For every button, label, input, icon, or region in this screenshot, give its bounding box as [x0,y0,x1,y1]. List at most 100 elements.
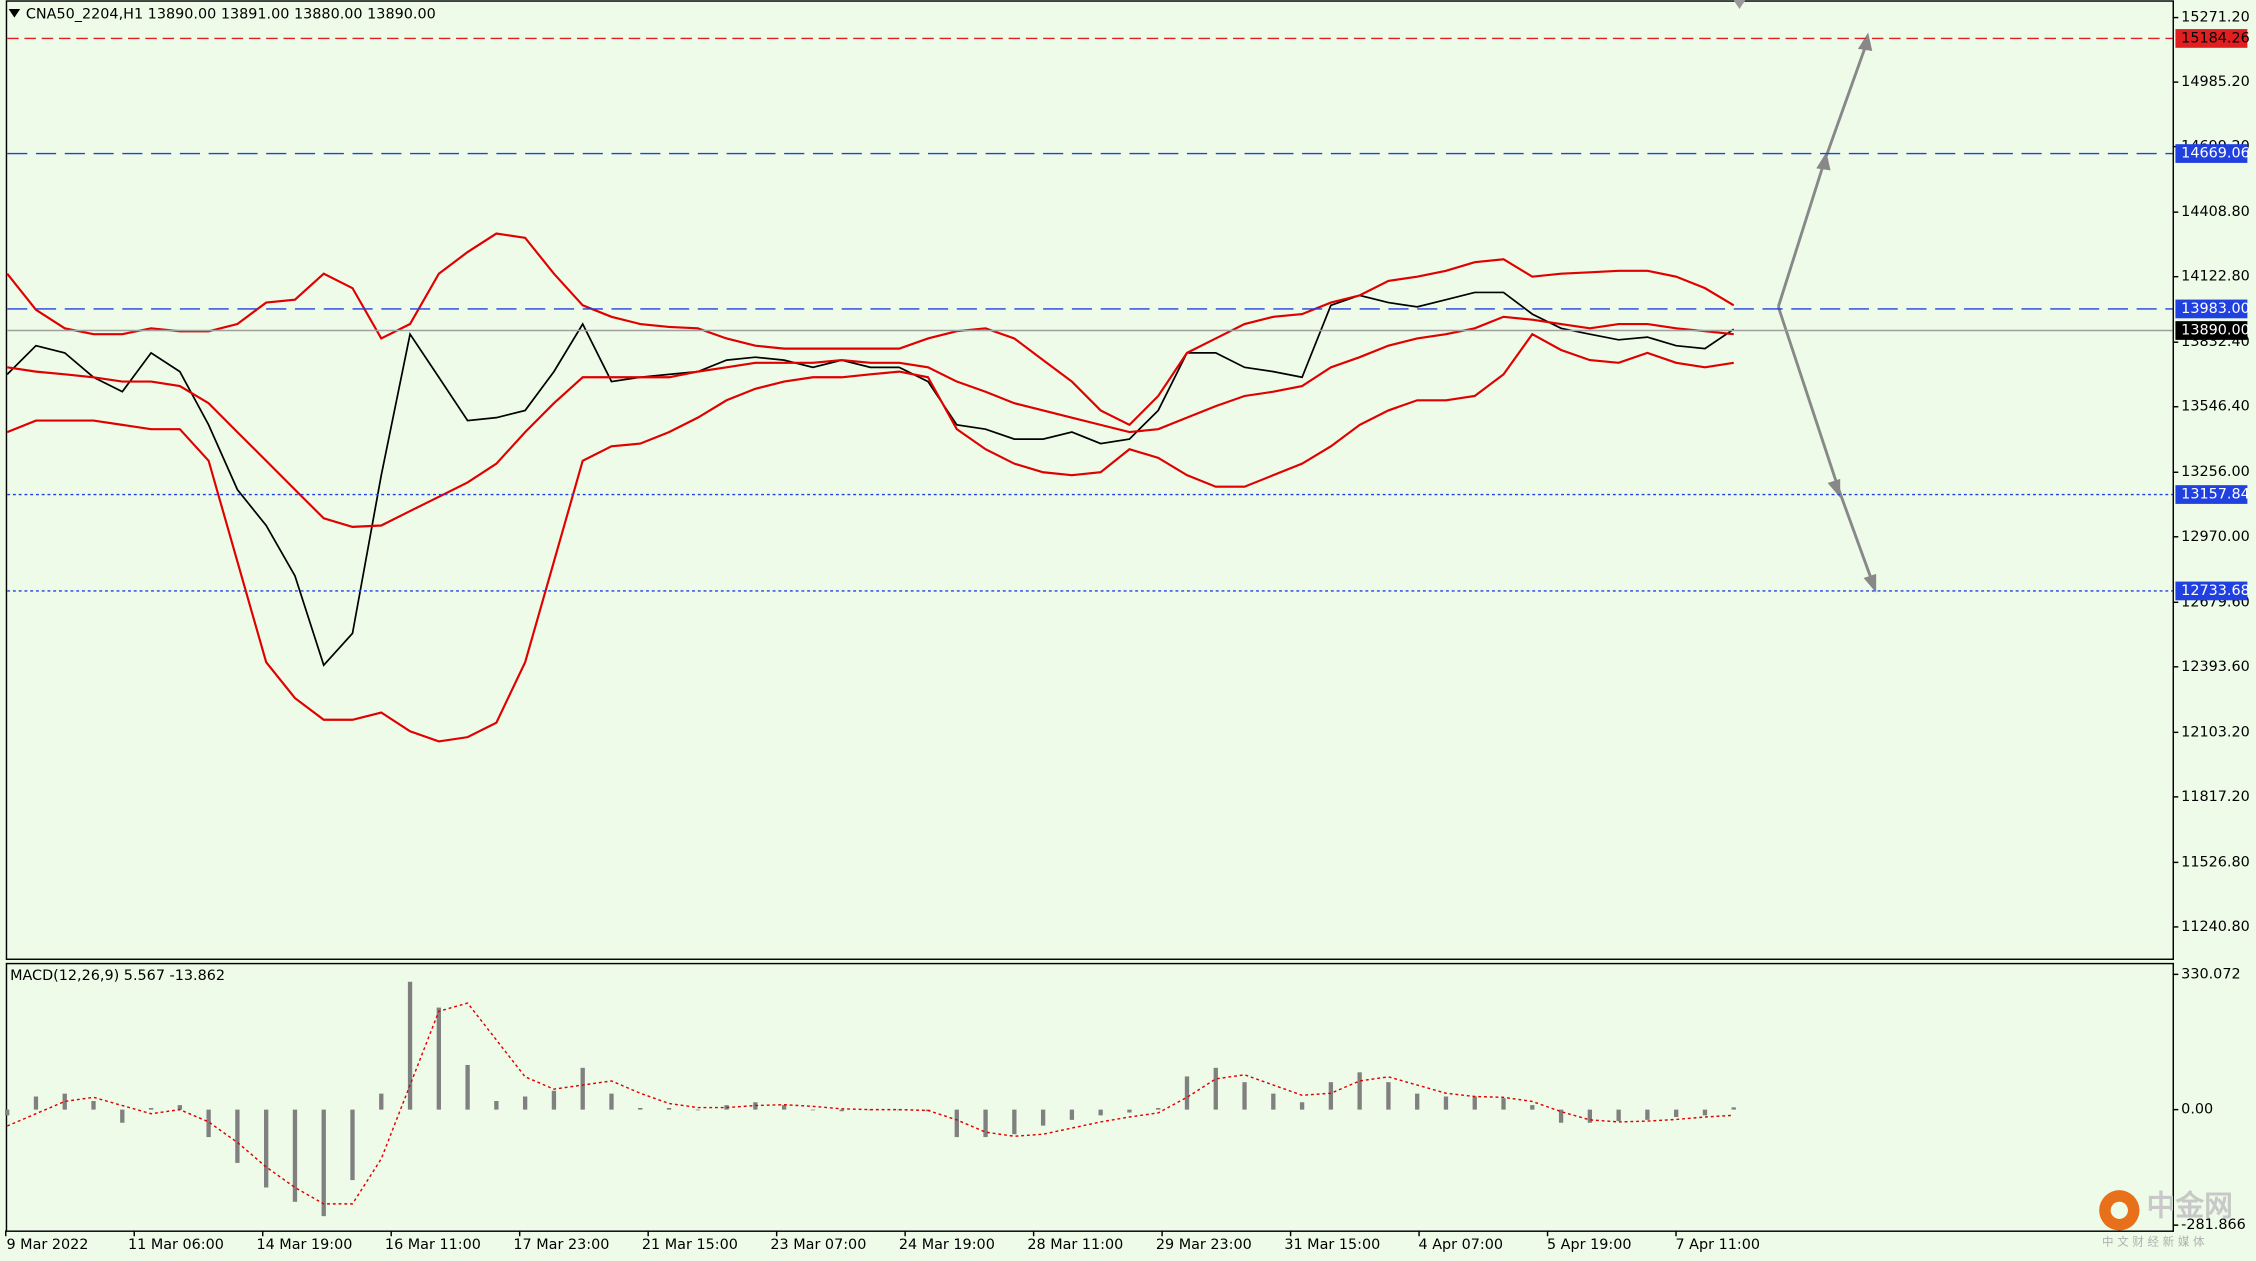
bollinger-band [6,332,1734,743]
y-tick-label: 13256.00 [2181,464,2250,480]
level-box [2175,29,2248,48]
macd-signal [6,1002,1734,1205]
macd-bar [666,1107,672,1110]
macd-bar [1040,1109,1046,1126]
macd-bar [1127,1109,1132,1113]
level-box [2175,485,2248,504]
y-tick-label: 13546.40 [2181,399,2250,415]
macd-bar [350,1109,355,1181]
bollinger-band [7,315,1734,528]
macd-bar [91,1101,96,1110]
macd-bar [1184,1076,1190,1110]
macd-bar [1443,1096,1449,1110]
x-tick-label: 14 Mar 19:00 [256,1237,352,1253]
macd-bar [148,1107,154,1110]
x-tick-label: 5 Apr 19:00 [1547,1237,1632,1253]
macd-bar [1012,1109,1017,1135]
level-box [2175,581,2248,601]
macd-bar [321,1109,326,1217]
y-tick-label: 11240.80 [2181,919,2250,935]
y-tick-label: 14408.80 [2181,204,2250,220]
x-tick-label: 31 Mar 15:00 [1284,1237,1380,1253]
macd-bar [1271,1093,1276,1110]
macd-bar [494,1101,499,1110]
bollinger-band [6,232,1735,427]
macd-bar [177,1105,183,1110]
watermark-tagline: 中 文 财 经 新 媒 体 [2102,1234,2205,1248]
level-label: 15184.26 [2181,30,2250,46]
y-tick-label: 11817.20 [2181,789,2250,805]
x-tick-label: 17 Mar 23:00 [513,1237,609,1253]
macd-bar [1156,1107,1161,1110]
macd-bar [1501,1098,1506,1110]
x-tick-label: 16 Mar 11:00 [385,1237,481,1253]
y-tick-label: 330.072 [2181,966,2240,982]
macd-bar [292,1109,298,1202]
macd-bar [1213,1067,1218,1110]
x-tick-label: 28 Mar 11:00 [1027,1237,1123,1253]
macd-bar [1415,1093,1420,1110]
shift-marker [1733,0,1746,9]
y-tick-label: 12970.00 [2181,529,2250,545]
macd-bar [1731,1107,1736,1110]
price-line [6,291,1735,667]
watermark-logo: 中金网 [2147,1188,2233,1222]
macd-bar [810,1109,816,1111]
macd-bar [1328,1082,1334,1110]
level-label: 13890.00 [2181,323,2250,339]
x-tick-label: 11 Mar 06:00 [128,1237,224,1253]
macd-bar [781,1105,787,1110]
macd-bar [695,1109,700,1111]
macd-bar [551,1090,557,1110]
macd-bar [839,1109,844,1112]
macd-bar [1386,1082,1391,1110]
macd-bar [638,1107,643,1110]
macd-bar [1587,1109,1593,1123]
level-label: 12733.68 [2181,583,2250,599]
macd-bar [1357,1072,1362,1110]
projection-arrows [1776,32,1877,593]
watermark-logo-hole [2110,1201,2128,1219]
watermark: 中金网 中 文 财 经 新 媒 体 [2099,1188,2233,1248]
macd-bar [580,1067,585,1110]
y-tick-label: -281.866 [2181,1217,2246,1233]
macd-bar [206,1109,211,1138]
macd-bar [5,1109,10,1116]
macd-bar [235,1109,240,1163]
y-tick-label: 11526.80 [2181,854,2250,870]
level-label: 13983.00 [2181,301,2250,317]
macd-bar [1242,1082,1247,1110]
x-tick-label: 9 Mar 2022 [6,1237,88,1253]
macd-title: MACD(12,26,9) 5.567 -13.862 [10,968,225,984]
level-box [2175,321,2248,340]
x-tick-label: 4 Apr 07:00 [1418,1237,1503,1253]
macd-bar [1299,1102,1305,1110]
macd-bar [33,1096,39,1110]
y-tick-label: 14985.20 [2181,74,2250,90]
macd-bar [609,1093,614,1110]
menu-triangle [8,8,21,18]
x-tick-label: 21 Mar 15:00 [642,1237,738,1253]
macd-bar [264,1109,269,1188]
level-label: 13157.84 [2181,487,2250,503]
level-box [2175,299,2248,319]
macd-bar [407,981,413,1110]
macd-bar [1702,1109,1708,1116]
macd-bar [954,1109,959,1138]
macd-bar [1530,1105,1535,1110]
macd-bar [379,1093,384,1110]
x-tick-label: 23 Mar 07:00 [770,1237,866,1253]
level-box [2175,144,2248,163]
macd-bar [1472,1096,1477,1110]
chart-header: CNA50_2204,H1 13890.00 13891.00 13880.00… [26,7,436,23]
macd-bar [1558,1109,1564,1123]
price-panel-frame [5,0,2174,960]
macd-bar [436,1007,441,1110]
macd-bar [1645,1109,1650,1120]
macd-panel-frame [5,962,2174,1232]
y-tick-label: 0.00 [2181,1102,2213,1118]
macd-bar [1098,1109,1103,1116]
x-tick-label: 7 Apr 11:00 [1675,1237,1760,1253]
